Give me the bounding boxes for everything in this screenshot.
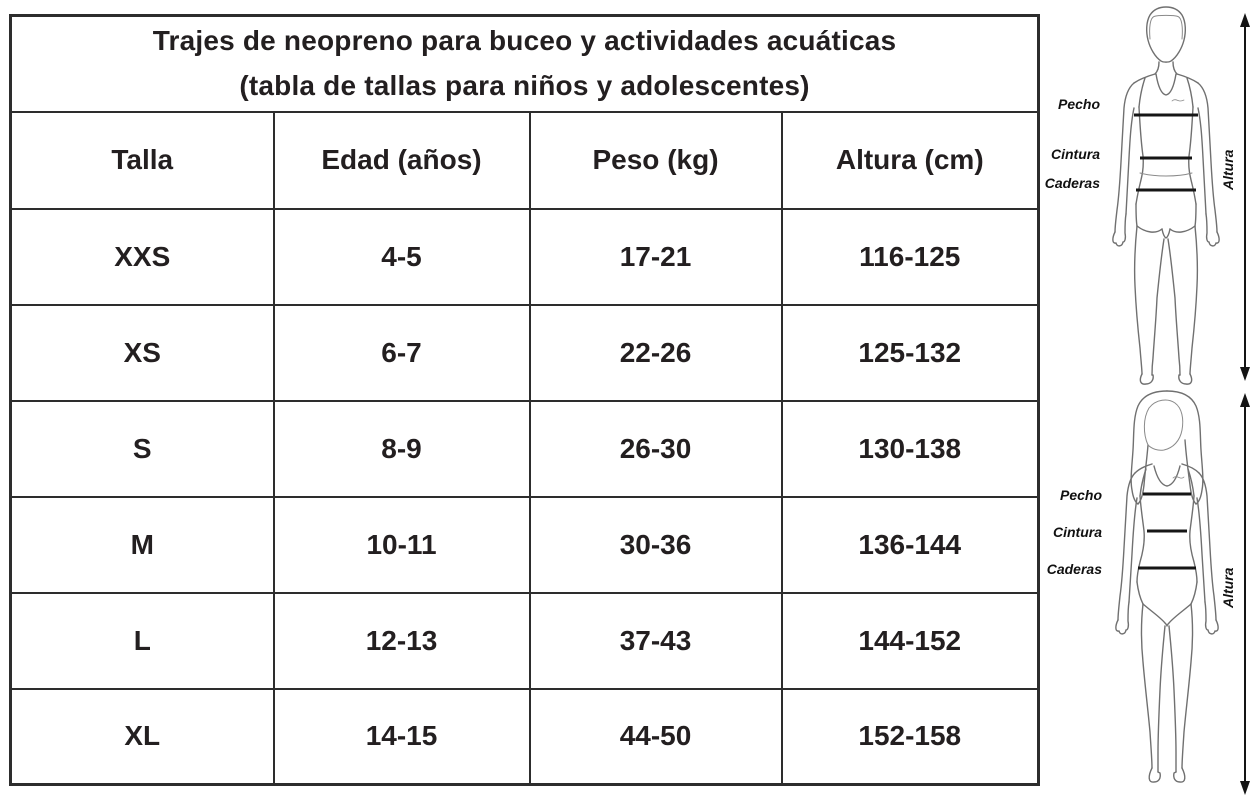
table-row: L 12-13 37-43 144-152 [9, 591, 1040, 690]
altura-cell: 125-132 [780, 303, 1040, 402]
altura-cell: 116-125 [780, 207, 1040, 306]
peso-cell: 17-21 [528, 207, 783, 306]
edad-cell: 4-5 [272, 207, 531, 306]
edad-cell: 14-15 [272, 687, 531, 786]
table-title: Trajes de neopreno para buceo y activida… [9, 14, 1040, 113]
column-header-talla: Talla [9, 110, 275, 210]
female-height-label: Altura [1220, 567, 1236, 609]
column-header-edad: Edad (años) [272, 110, 531, 210]
peso-cell: 44-50 [528, 687, 783, 786]
talla-cell: S [9, 399, 275, 498]
table-row: XXS 4-5 17-21 116-125 [9, 207, 1040, 306]
table-row: M 10-11 30-36 136-144 [9, 495, 1040, 594]
talla-cell: M [9, 495, 275, 594]
table-title-line2: (tabla de tallas para niños y adolescent… [239, 69, 810, 101]
female-hips-label: Caderas [1046, 561, 1102, 577]
table-title-row: Trajes de neopreno para buceo y activida… [9, 14, 1040, 113]
talla-cell: XL [9, 687, 275, 786]
table-title-line1: Trajes de neopreno para buceo y activida… [152, 24, 897, 56]
female-waist-label: Cintura [1053, 524, 1102, 540]
size-table: Trajes de neopreno para buceo y activida… [9, 14, 1041, 786]
female-chest-label: Pecho [1059, 487, 1102, 503]
column-header-altura: Altura (cm) [780, 110, 1040, 210]
column-header-peso: Peso (kg) [528, 110, 783, 210]
male-waist-label: Cintura [1051, 146, 1100, 162]
female-height-arrow [1240, 393, 1250, 795]
talla-cell: XS [9, 303, 275, 402]
edad-cell: 10-11 [272, 495, 531, 594]
peso-cell: 22-26 [528, 303, 783, 402]
peso-cell: 26-30 [528, 399, 783, 498]
edad-cell: 8-9 [272, 399, 531, 498]
altura-cell: 136-144 [780, 495, 1040, 594]
table-row: XS 6-7 22-26 125-132 [9, 303, 1040, 402]
altura-cell: 152-158 [780, 687, 1040, 786]
table-header-row: Talla Edad (años) Peso (kg) Altura (cm) [9, 110, 1040, 210]
edad-cell: 12-13 [272, 591, 531, 690]
male-height-arrow [1240, 13, 1250, 381]
male-height-label: Altura [1220, 149, 1236, 191]
talla-cell: L [9, 591, 275, 690]
altura-cell: 130-138 [780, 399, 1040, 498]
peso-cell: 30-36 [528, 495, 783, 594]
table-row: S 8-9 26-30 130-138 [9, 399, 1040, 498]
talla-cell: XXS [9, 207, 275, 306]
table-row: XL 14-15 44-50 152-158 [9, 687, 1040, 786]
edad-cell: 6-7 [272, 303, 531, 402]
peso-cell: 37-43 [528, 591, 783, 690]
male-figure-illustration [1112, 6, 1220, 385]
male-hips-label: Caderas [1044, 175, 1100, 191]
female-figure-illustration [1115, 390, 1219, 783]
male-chest-label: Pecho [1057, 96, 1100, 112]
altura-cell: 144-152 [780, 591, 1040, 690]
